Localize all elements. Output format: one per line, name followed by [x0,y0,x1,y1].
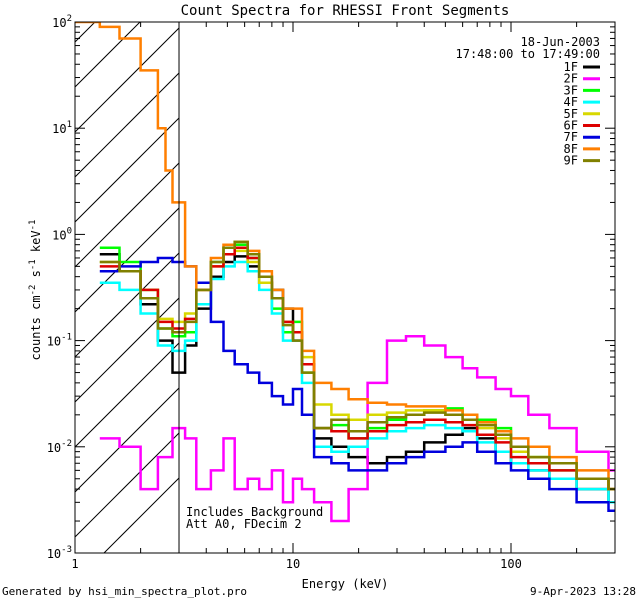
hatch-line [75,72,180,178]
y-tick-label: 10-3 [47,545,72,561]
y-tick-labels: 10-3 10-2 10-1 100 101 102 [47,14,72,561]
axis-ticks [74,21,616,554]
date-label: 18-Jun-2003 [521,35,600,49]
x-tick-label: 10 [286,557,300,571]
hatched-region [75,22,180,553]
hatch-line [75,297,180,403]
legend-label-5F: 5F [564,107,578,121]
y-tick-label: 100 [52,226,72,242]
legend-label-1F: 1F [564,60,578,74]
series-line-9F [99,240,615,491]
series-line-1F [99,253,615,504]
legend-label-9F: 9F [564,154,578,168]
time-range-label: 17:48:00 to 17:49:00 [456,47,601,61]
legend-label-6F: 6F [564,119,578,133]
footer-timestamp: 9-Apr-2023 13:28 [530,585,636,598]
series-group [75,22,615,523]
series-line-4F [99,260,615,504]
y-tick-label: 10-2 [47,439,72,455]
hatch-line [75,162,180,268]
series-line-6F [99,246,615,491]
hatch-line [75,22,96,43]
series-line-5F [99,249,615,491]
hatch-line [75,27,180,133]
y-tick-label: 10-1 [47,333,72,349]
hatch-line [75,387,180,493]
hatch-line [103,477,180,553]
hatch-line [75,22,141,88]
plot-frame [74,21,616,554]
y-tick-label: 102 [52,14,72,30]
series-line-2F [99,334,615,523]
x-tick-labels: 1 10 100 [71,557,521,571]
series-line-8F [75,22,615,491]
legend-label-8F: 8F [564,142,578,156]
legend-label-7F: 7F [564,130,578,144]
legend-label-3F: 3F [564,83,578,97]
x-tick-label: 100 [500,557,522,571]
x-axis-label: Energy (keV) [302,577,389,591]
legend-label-4F: 4F [564,95,578,109]
legend-label-2F: 2F [564,72,578,86]
series-line-7F [99,256,615,512]
chart-title: Count Spectra for RHESSI Front Segments [181,3,510,19]
x-tick-label: 1 [71,557,78,571]
note-line-2: Att A0, FDecim 2 [186,517,302,531]
hatch-line [75,342,180,448]
hatch-line [75,432,180,538]
hatch-line [75,117,180,223]
y-tick-label: 101 [52,120,72,136]
note-line-1: Includes Background [186,505,323,519]
hatch-line [75,252,180,358]
footer-generated-by: Generated by hsi_min_spectra_plot.pro [2,585,247,598]
series-line-3F [99,243,615,491]
hatch-line [75,207,180,313]
y-axis-label: counts cm-2 s-1 keV-1 [28,220,43,361]
